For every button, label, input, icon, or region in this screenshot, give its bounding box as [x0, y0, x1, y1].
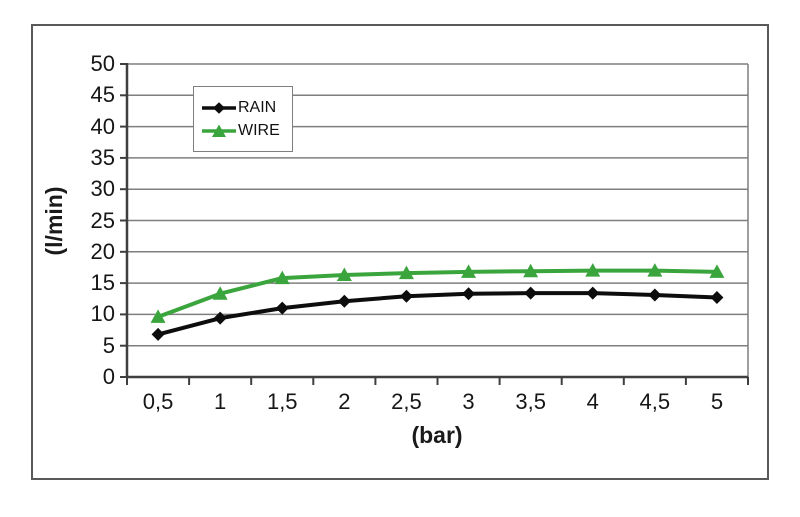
x-tick-label: 5 [710, 389, 724, 414]
y-tick-label: 5 [102, 332, 115, 358]
wire-data-point [212, 286, 228, 300]
y-tick-label: 30 [90, 176, 115, 202]
y-tick-label: 10 [90, 301, 115, 327]
x-tick-label: 4 [586, 389, 599, 414]
x-axis-title: (bar) [411, 422, 463, 448]
x-tick-label: 1,5 [266, 389, 298, 414]
rain-data-point [710, 290, 724, 304]
x-tick-label: 1 [214, 389, 227, 414]
rain-data-point [275, 301, 289, 315]
x-tick-label: 3 [462, 389, 475, 414]
wire-data-point [274, 270, 290, 285]
rain-series-line [156, 291, 719, 337]
legend-label-wire: WIRE [238, 121, 280, 139]
x-tick-label: 2 [338, 389, 351, 414]
wire-data-point [523, 263, 539, 278]
wire-data-point [709, 264, 725, 278]
legend-item-wire: WIRE [201, 121, 292, 139]
wire-data-point [398, 265, 414, 280]
rain-data-point [213, 311, 227, 325]
wire-data-point [336, 267, 352, 281]
rain-data-point [648, 288, 662, 302]
wire-data-point [585, 263, 601, 277]
y-tick-label: 20 [90, 238, 115, 264]
rain-data-point [586, 286, 600, 300]
rain-series-marker-icon [202, 101, 236, 114]
legend-label-rain: RAIN [238, 98, 277, 116]
x-tick-label: 3,5 [515, 389, 546, 414]
wire-series-marker-icon [202, 124, 236, 137]
chart-plot-area [120, 63, 749, 385]
y-tick-label: 35 [90, 144, 115, 170]
legend: RAIN WIRE [193, 86, 293, 152]
y-tick-label: 0 [102, 364, 115, 389]
x-tick-label: 0,5 [142, 389, 174, 414]
rain-data-point [151, 327, 165, 341]
x-tick-label: 4,5 [639, 389, 671, 414]
wire-data-point [150, 309, 166, 323]
wire-data-point [647, 263, 663, 277]
y-tick-label: 45 [90, 82, 115, 108]
x-tick-label: 2,5 [391, 389, 422, 414]
y-tick-label: 40 [90, 113, 115, 139]
rain-data-point [399, 289, 413, 303]
wire-series-line [156, 268, 719, 319]
rain-data-point [524, 286, 538, 300]
y-tick-label: 50 [90, 51, 115, 76]
figure-frame: (l/min) (bar) 0 5 10 15 20 25 30 35 40 45 50 0,5 1 1… [31, 24, 769, 480]
rain-data-point [337, 294, 351, 308]
legend-item-rain: RAIN [201, 98, 292, 116]
wire-data-point [461, 264, 477, 278]
rain-data-point [462, 287, 476, 301]
y-tick-label: 15 [90, 270, 115, 296]
y-tick-label: 25 [90, 207, 115, 233]
